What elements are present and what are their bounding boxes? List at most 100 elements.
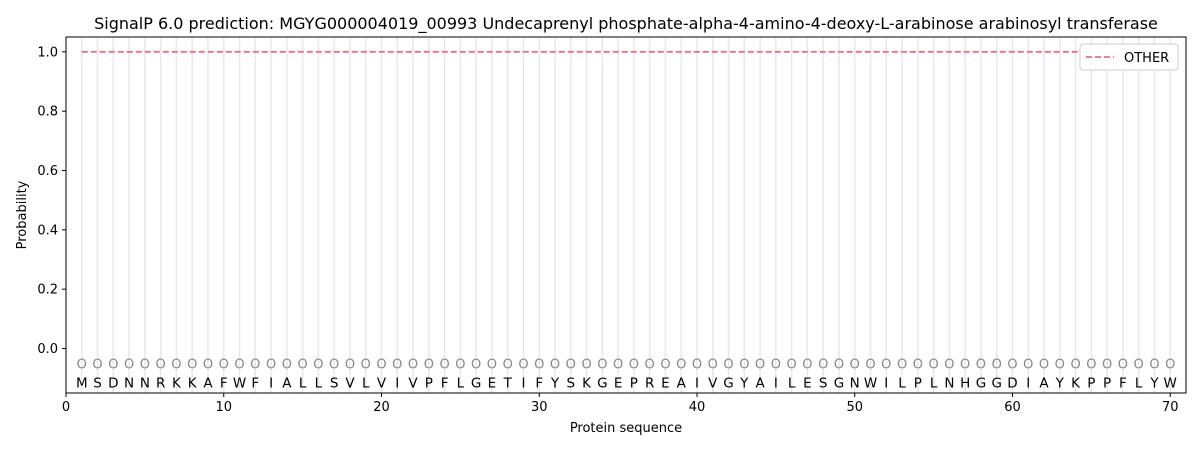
x-tick-label: 50	[846, 400, 863, 415]
region-label: O	[960, 357, 970, 372]
region-label: O	[708, 357, 718, 372]
x-tick-label: 40	[689, 400, 706, 415]
residue-gridlines	[81, 37, 1171, 393]
region-label: O	[361, 357, 371, 372]
residue-label: E	[614, 375, 623, 391]
y-tick-label: 0.2	[37, 283, 58, 298]
residue-label: L	[788, 375, 796, 391]
legend-box	[1079, 43, 1179, 71]
region-label: O	[913, 357, 923, 372]
residue-label: P	[1103, 375, 1111, 391]
residue-label: E	[661, 375, 670, 391]
residue-label: F	[251, 375, 259, 391]
residue-label: P	[1087, 375, 1095, 391]
residue-label: A	[755, 375, 765, 391]
region-label: O	[944, 357, 954, 372]
x-tick-label: 10	[215, 400, 232, 415]
residue-label: L	[1135, 375, 1143, 391]
region-label: O	[455, 357, 465, 372]
region-label: O	[156, 357, 166, 372]
residue-label: E	[488, 375, 497, 391]
region-label: O	[992, 357, 1002, 372]
region-label: O	[298, 357, 308, 372]
residue-label: N	[944, 375, 954, 391]
residue-label: S	[93, 375, 102, 391]
region-label: O	[1149, 357, 1159, 372]
region-label: O	[645, 357, 655, 372]
residue-label: L	[930, 375, 938, 391]
x-axis-label: Protein sequence	[570, 421, 682, 436]
region-label: O	[850, 357, 860, 372]
region-label: O	[1007, 357, 1017, 372]
region-label: O	[1039, 357, 1049, 372]
residue-label: K	[172, 375, 182, 391]
residue-label: L	[898, 375, 906, 391]
region-label: O	[550, 357, 560, 372]
residue-label: P	[425, 375, 433, 391]
region-label: O	[613, 357, 623, 372]
residue-label: K	[582, 375, 592, 391]
residue-label: H	[960, 375, 970, 391]
region-label: O	[471, 357, 481, 372]
residue-label: F	[441, 375, 449, 391]
region-label: O	[1055, 357, 1065, 372]
residue-label: W	[233, 375, 246, 391]
y-tick-label: 0.8	[37, 105, 58, 120]
region-label: O	[692, 357, 702, 372]
residue-label: S	[330, 375, 339, 391]
residue-label: R	[156, 375, 165, 391]
residue-label: L	[299, 375, 307, 391]
region-label: O	[234, 357, 244, 372]
region-label: O	[518, 357, 528, 372]
region-label: O	[439, 357, 449, 372]
region-label: O	[676, 357, 686, 372]
region-label: O	[897, 357, 907, 372]
x-tick-label: 0	[62, 400, 70, 415]
legend-label: OTHER	[1124, 51, 1169, 66]
residue-label: G	[597, 375, 607, 391]
residue-label: M	[76, 375, 88, 391]
residue-label: V	[708, 375, 718, 391]
x-tick-label: 20	[373, 400, 390, 415]
residue-label: Y	[1055, 375, 1065, 391]
region-label: O	[1102, 357, 1112, 372]
y-tick-label: 0.0	[37, 342, 58, 357]
residue-label: I	[774, 375, 778, 391]
region-label: O	[219, 357, 229, 372]
residue-label: A	[677, 375, 687, 391]
region-label: O	[124, 357, 134, 372]
x-tick-label: 70	[1162, 400, 1179, 415]
region-label: O	[424, 357, 434, 372]
residue-label: G	[976, 375, 986, 391]
residue-label: F	[220, 375, 228, 391]
plot-frame	[65, 36, 1187, 394]
region-label: O	[928, 357, 938, 372]
region-label: O	[865, 357, 875, 372]
region-label: O	[108, 357, 118, 372]
region-label: O	[629, 357, 639, 372]
region-label: O	[881, 357, 891, 372]
residue-label: I	[1026, 375, 1030, 391]
residue-label: I	[884, 375, 888, 391]
residue-label: G	[723, 375, 733, 391]
residue-label: W	[1164, 375, 1177, 391]
region-label: O	[787, 357, 797, 372]
residue-label: V	[377, 375, 387, 391]
residue-label: K	[188, 375, 198, 391]
residue-label: G	[834, 375, 844, 391]
region-label: O	[376, 357, 386, 372]
residue-label: E	[803, 375, 812, 391]
region-label: O	[282, 357, 292, 372]
region-label: O	[1070, 357, 1080, 372]
region-label: O	[834, 357, 844, 372]
residue-label: G	[471, 375, 481, 391]
y-axis-label: Probability	[15, 180, 30, 249]
residue-label: D	[1007, 375, 1017, 391]
region-label: O	[581, 357, 591, 372]
region-label: O	[723, 357, 733, 372]
region-label: O	[77, 357, 87, 372]
region-label: O	[266, 357, 276, 372]
region-label: O	[487, 357, 497, 372]
region-label: O	[392, 357, 402, 372]
